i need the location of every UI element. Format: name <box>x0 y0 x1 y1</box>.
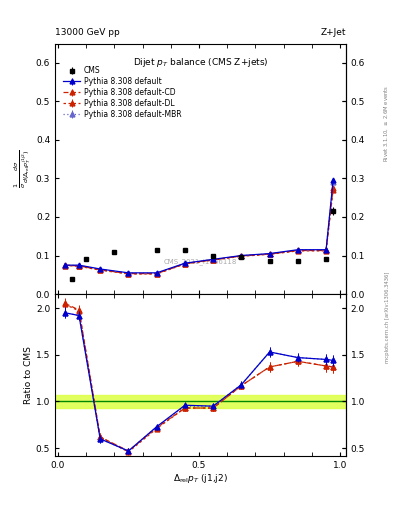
X-axis label: $\Delta_{\mathrm{rel}} p_T$ (j1,j2): $\Delta_{\mathrm{rel}} p_T$ (j1,j2) <box>173 472 228 485</box>
Text: CMS_2021_I1966118: CMS_2021_I1966118 <box>164 258 237 265</box>
Text: mcplots.cern.ch [arXiv:1306.3436]: mcplots.cern.ch [arXiv:1306.3436] <box>385 272 390 363</box>
Bar <box>55 395 346 408</box>
Text: Z+Jet: Z+Jet <box>320 28 346 37</box>
Text: 13000 GeV pp: 13000 GeV pp <box>55 28 120 37</box>
Legend: CMS, Pythia 8.308 default, Pythia 8.308 default-CD, Pythia 8.308 default-DL, Pyt: CMS, Pythia 8.308 default, Pythia 8.308 … <box>62 65 183 120</box>
Text: Dijet $p_T$ balance (CMS Z+jets): Dijet $p_T$ balance (CMS Z+jets) <box>132 56 268 69</box>
Text: Rivet 3.1.10, $\geq$ 2.6M events: Rivet 3.1.10, $\geq$ 2.6M events <box>383 84 390 161</box>
Y-axis label: Ratio to CMS: Ratio to CMS <box>24 346 33 404</box>
Y-axis label: $\frac{1}{\sigma}\frac{d\sigma}{d(\Delta_{\mathrm{rel}}p_T^{j1 j2})}$: $\frac{1}{\sigma}\frac{d\sigma}{d(\Delta… <box>13 150 33 188</box>
